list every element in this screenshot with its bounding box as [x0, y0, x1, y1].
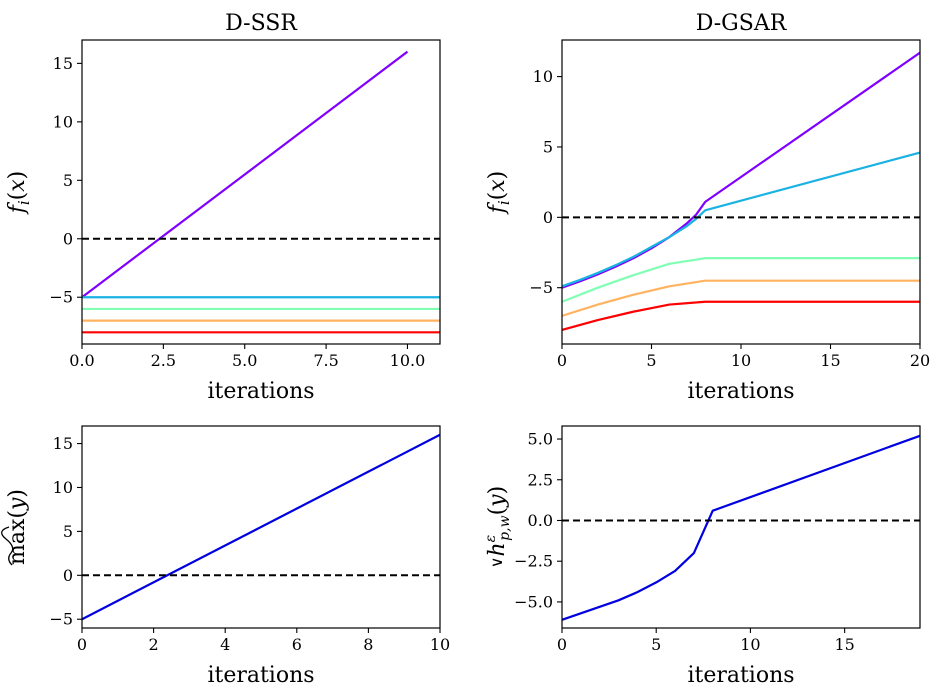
x-tick-label: 2.5 — [151, 351, 176, 370]
y-tick-label: 10 — [53, 112, 73, 131]
y-tick-label: 5 — [543, 137, 553, 156]
x-tick-label: 10 — [740, 635, 760, 654]
x-tick-label: 10 — [430, 635, 450, 654]
tilde-accent — [1, 526, 14, 566]
series-line-1 — [562, 51, 920, 289]
y-tick-label: 15 — [53, 54, 73, 73]
x-tick-label: 10.0 — [390, 351, 426, 370]
x-tick-label: 5 — [651, 635, 661, 654]
x-axis-label: iterations — [207, 663, 314, 688]
y-axis-label: fi(x) — [5, 171, 33, 216]
x-tick-label: 4 — [220, 635, 230, 654]
y-tick-label: −5 — [49, 610, 73, 629]
y-tick-label: 5 — [63, 171, 73, 190]
chart-panel-4: 0 5 10 15 −5.0 −2.5 0.0 2.5 5.0 iterations ∨hεp,w(… — [483, 425, 921, 688]
y-tick-label: 15 — [53, 434, 73, 453]
series-line-3 — [562, 257, 920, 303]
x-tick-label: 15 — [834, 635, 854, 654]
x-axis-label: iterations — [687, 663, 794, 688]
x-tick-label: 5 — [646, 351, 656, 370]
y-axis-label: fi(x) — [485, 171, 513, 216]
series-line-4 — [562, 279, 920, 317]
x-tick-label: 0 — [77, 635, 87, 654]
y-tick-label: 5.0 — [528, 430, 553, 449]
series-line-5 — [562, 300, 920, 331]
chart-title: D-SSR — [225, 11, 298, 36]
x-axis-label: iterations — [687, 379, 794, 404]
y-tick-label: −5 — [49, 288, 73, 307]
chart-panel-1: 0.0 2.5 5.0 7.5 10.0 −5 0 5 10 15 iterations D-SSR f… — [5, 11, 441, 404]
y-tick-label: −5 — [529, 278, 553, 297]
chart-title: D-GSAR — [696, 11, 788, 36]
y-tick-label: 0.0 — [528, 511, 553, 530]
series-line-2 — [562, 151, 920, 288]
x-tick-label: 15 — [820, 351, 840, 370]
axes-frame — [81, 425, 441, 629]
y-tick-label: 10 — [533, 67, 553, 86]
axes-frame — [561, 425, 921, 629]
x-axis-label: iterations — [207, 379, 314, 404]
y-tick-label: 2.5 — [528, 470, 553, 489]
y-tick-label: 5 — [63, 522, 73, 541]
x-tick-label: 10 — [731, 351, 751, 370]
x-tick-label: 6 — [292, 635, 302, 654]
axes-frame — [81, 39, 441, 345]
y-tick-label: −5.0 — [514, 592, 553, 611]
y-tick-label: 0 — [543, 208, 553, 227]
series-line-1 — [562, 434, 920, 621]
axes-frame — [561, 39, 921, 345]
x-tick-label: 20 — [910, 351, 930, 370]
x-tick-label: 8 — [363, 635, 373, 654]
y-tick-label: 10 — [53, 478, 73, 497]
x-tick-label: 2 — [149, 635, 159, 654]
chart-panel-2: 0 5 10 15 20 −5 0 5 10 iterations D-GSAR fi(x) — [485, 11, 930, 404]
x-tick-label: 0.0 — [69, 351, 94, 370]
y-tick-label: 0 — [63, 229, 73, 248]
x-tick-label: 0 — [557, 351, 567, 370]
series-line-1 — [82, 433, 440, 621]
x-tick-label: 7.5 — [313, 351, 338, 370]
y-axis-label: ∨hεp,w(y) — [483, 486, 513, 568]
x-tick-label: 0 — [557, 635, 567, 654]
y-tick-label: 0 — [63, 566, 73, 585]
x-tick-label: 5.0 — [232, 351, 257, 370]
y-tick-label: −2.5 — [514, 552, 553, 571]
series-line-1 — [82, 50, 409, 299]
